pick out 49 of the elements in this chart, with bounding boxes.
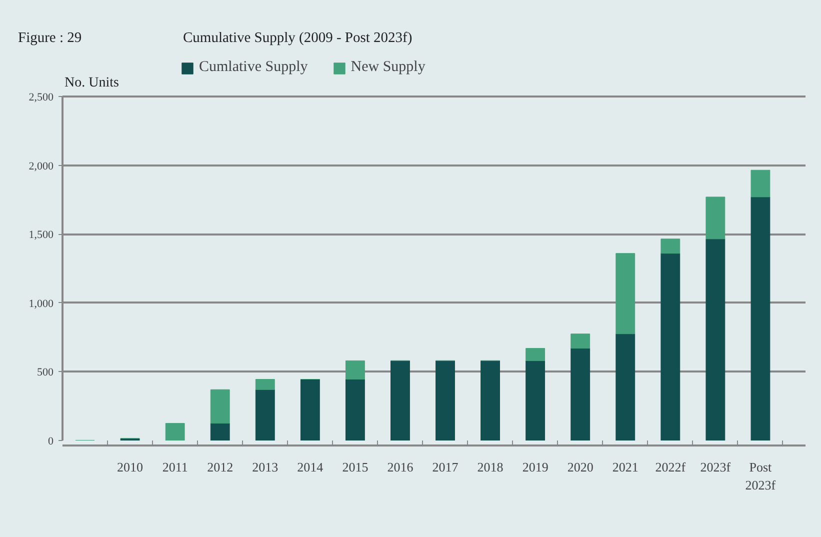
bar xyxy=(660,253,680,440)
bar xyxy=(480,360,500,440)
y-tick-label: 500 xyxy=(37,366,54,379)
y-tick-label: 0 xyxy=(48,436,54,448)
x-tick-label: 2019 xyxy=(522,460,548,474)
bar xyxy=(526,348,546,361)
bar xyxy=(255,379,275,390)
chart-title: Cumulative Supply (2009 - Post 2023f) xyxy=(183,29,412,48)
x-tick-label: 2013 xyxy=(252,460,278,474)
bar xyxy=(436,360,455,440)
y-tick-label: 2,500 xyxy=(28,92,54,104)
bar xyxy=(255,389,275,440)
x-tick-label: 2018 xyxy=(477,460,504,474)
x-tick-label: Post 2023f xyxy=(745,460,776,492)
x-tick-label: 2014 xyxy=(297,460,324,474)
x-tick-label: 2021 xyxy=(612,460,638,474)
x-tick-label: 2016 xyxy=(387,460,414,474)
bar xyxy=(750,170,770,198)
bar xyxy=(570,334,590,349)
y-tick-label: 2,000 xyxy=(28,160,54,172)
bar xyxy=(706,196,726,240)
bar xyxy=(390,360,410,440)
bar xyxy=(345,360,365,380)
y-tick-label: 1,000 xyxy=(28,298,54,310)
y-tick-label: 1,500 xyxy=(28,229,54,242)
legend-label: New Supply xyxy=(350,59,426,76)
bar xyxy=(210,389,230,424)
x-tick-label: 2011 xyxy=(162,460,188,474)
x-tick-label: 2022f xyxy=(655,460,686,474)
x-tick-label: 2015 xyxy=(342,460,368,474)
x-tick-label: 2010 xyxy=(117,460,144,474)
legend-label: Cumlative Supply xyxy=(199,59,308,76)
bar xyxy=(345,379,365,440)
bar xyxy=(210,423,230,440)
bar xyxy=(750,196,770,440)
x-tick-label: 2023f xyxy=(700,460,732,474)
bar xyxy=(570,348,590,440)
bar xyxy=(300,379,320,440)
bar xyxy=(526,360,546,440)
x-tick-label: 2020 xyxy=(567,460,594,474)
text: Figure : 29 xyxy=(18,29,83,48)
bar xyxy=(616,253,636,334)
bar xyxy=(660,238,680,254)
bar xyxy=(165,423,185,440)
y-axis-title: No. Units xyxy=(64,76,119,90)
bar xyxy=(616,334,636,440)
x-tick-label: 2017 xyxy=(432,460,459,474)
bar xyxy=(706,238,726,440)
x-tick-label: 2012 xyxy=(207,460,234,474)
